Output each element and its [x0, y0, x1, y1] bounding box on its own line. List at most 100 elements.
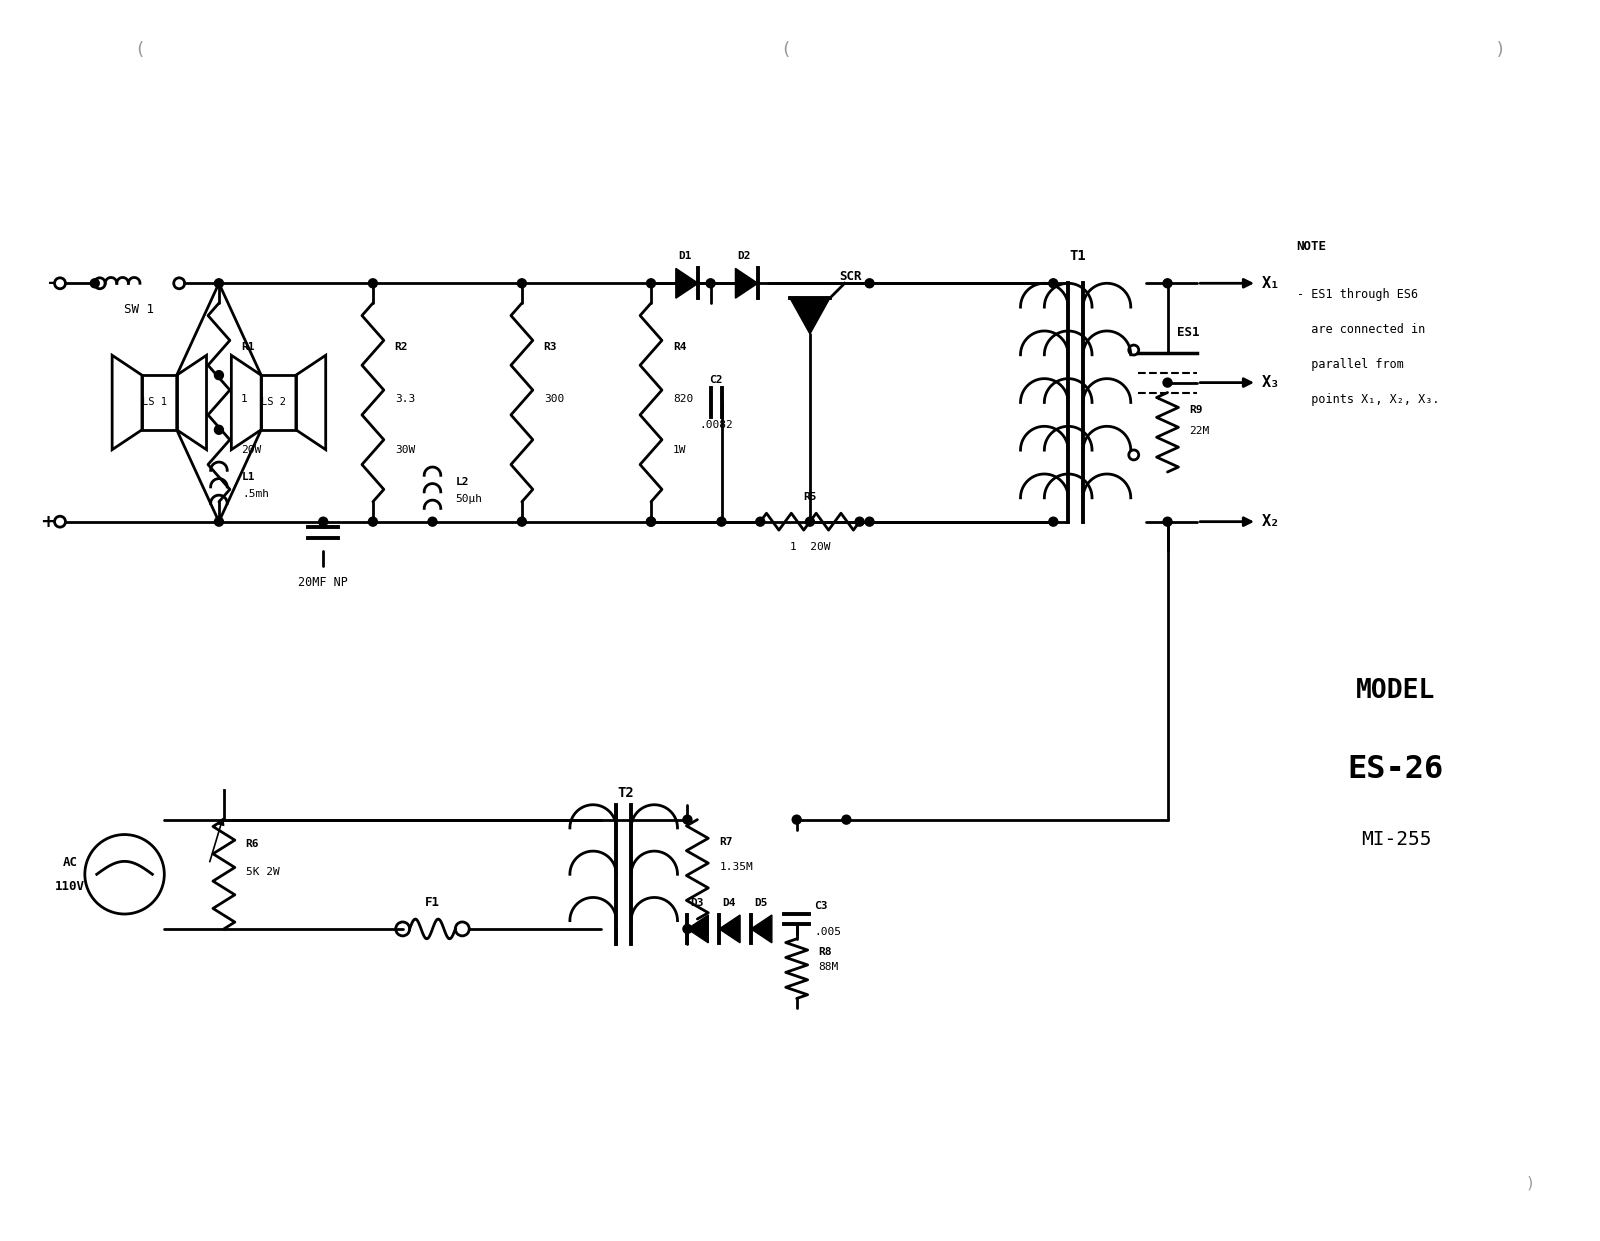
Text: parallel from: parallel from [1296, 357, 1403, 371]
Text: MI-255: MI-255 [1360, 830, 1432, 849]
Text: ES-26: ES-26 [1347, 755, 1445, 786]
Polygon shape [720, 915, 741, 943]
Circle shape [1163, 379, 1171, 387]
Text: 5K 2W: 5K 2W [246, 867, 280, 877]
Circle shape [683, 925, 691, 933]
Text: 300: 300 [544, 393, 563, 403]
Text: 1  20W: 1 20W [790, 541, 830, 551]
Text: -: - [48, 274, 54, 293]
Circle shape [755, 517, 765, 526]
Text: +: + [40, 513, 54, 531]
Circle shape [866, 279, 874, 288]
Text: LS 2: LS 2 [261, 397, 286, 407]
Text: L2: L2 [456, 477, 469, 486]
Text: (: ( [134, 41, 146, 58]
Circle shape [517, 517, 526, 526]
Text: R1: R1 [240, 341, 254, 352]
Text: 1: 1 [240, 393, 248, 403]
Text: SW 1: SW 1 [125, 303, 155, 316]
Circle shape [214, 426, 224, 434]
Text: X₃: X₃ [1262, 375, 1280, 390]
Polygon shape [688, 915, 709, 943]
Text: - ES1 through ES6: - ES1 through ES6 [1296, 288, 1418, 302]
Text: R7: R7 [720, 836, 733, 846]
Text: R8: R8 [819, 947, 832, 957]
Circle shape [717, 517, 726, 526]
Text: D5: D5 [754, 898, 768, 908]
Circle shape [1050, 517, 1058, 526]
Text: ES1: ES1 [1178, 326, 1200, 340]
Text: .005: .005 [814, 927, 842, 937]
Text: ): ) [1496, 41, 1506, 58]
Text: R2: R2 [395, 341, 408, 352]
Circle shape [90, 279, 99, 288]
Circle shape [646, 517, 656, 526]
Circle shape [866, 517, 874, 526]
Text: 1W: 1W [674, 446, 686, 455]
Polygon shape [790, 298, 830, 334]
Text: 820: 820 [674, 393, 693, 403]
Text: 3.3: 3.3 [395, 393, 414, 403]
Circle shape [854, 517, 864, 526]
Text: D3: D3 [691, 898, 704, 908]
Circle shape [706, 279, 715, 288]
Text: 88M: 88M [819, 963, 838, 973]
Text: F1: F1 [426, 896, 440, 910]
Text: X₁: X₁ [1262, 276, 1280, 290]
Circle shape [318, 517, 328, 526]
Circle shape [1163, 517, 1171, 526]
Circle shape [842, 815, 851, 824]
Text: R9: R9 [1189, 405, 1203, 414]
Text: T1: T1 [1070, 249, 1086, 263]
Text: AC: AC [62, 856, 77, 869]
Bar [261, 375, 296, 429]
Circle shape [683, 815, 691, 824]
Text: L1: L1 [242, 472, 256, 482]
Text: D1: D1 [678, 252, 691, 262]
Circle shape [792, 815, 802, 824]
Polygon shape [736, 268, 758, 298]
Circle shape [646, 517, 656, 526]
Text: points X₁, X₂, X₃.: points X₁, X₂, X₃. [1296, 392, 1438, 406]
Text: 110V: 110V [54, 880, 85, 892]
Circle shape [214, 279, 224, 288]
Text: T2: T2 [618, 786, 635, 799]
Text: MODEL: MODEL [1357, 678, 1435, 704]
Text: 22M: 22M [1189, 426, 1210, 436]
Bar [142, 375, 176, 429]
Text: LS 1: LS 1 [142, 397, 166, 407]
Circle shape [805, 517, 814, 526]
Circle shape [1050, 279, 1058, 288]
Text: C3: C3 [814, 901, 827, 911]
Polygon shape [750, 915, 771, 943]
Text: X₂: X₂ [1262, 514, 1280, 529]
Circle shape [646, 279, 656, 288]
Text: C2: C2 [709, 375, 723, 385]
Text: R4: R4 [674, 341, 686, 352]
Polygon shape [675, 268, 698, 298]
Text: R6: R6 [246, 839, 259, 849]
Text: .0082: .0082 [699, 421, 733, 431]
Text: are connected in: are connected in [1296, 323, 1426, 336]
Circle shape [214, 517, 224, 526]
Text: NOTE: NOTE [1296, 241, 1326, 253]
Circle shape [1163, 279, 1171, 288]
Text: SCR: SCR [840, 271, 862, 283]
Circle shape [214, 371, 224, 380]
Circle shape [429, 517, 437, 526]
Text: 50μh: 50μh [456, 494, 483, 504]
Text: (: ( [781, 41, 790, 58]
Text: 30W: 30W [395, 446, 414, 455]
Text: 20W: 20W [240, 446, 261, 455]
Circle shape [368, 279, 378, 288]
Text: 20MF NP: 20MF NP [298, 576, 349, 589]
Text: R5: R5 [803, 491, 816, 501]
Text: D4: D4 [722, 898, 736, 908]
Circle shape [517, 279, 526, 288]
Text: D2: D2 [738, 252, 750, 262]
Circle shape [368, 517, 378, 526]
Text: R3: R3 [544, 341, 557, 352]
Text: ): ) [1525, 1175, 1534, 1190]
Text: 1.35M: 1.35M [720, 862, 754, 872]
Text: .5mh: .5mh [242, 489, 269, 499]
